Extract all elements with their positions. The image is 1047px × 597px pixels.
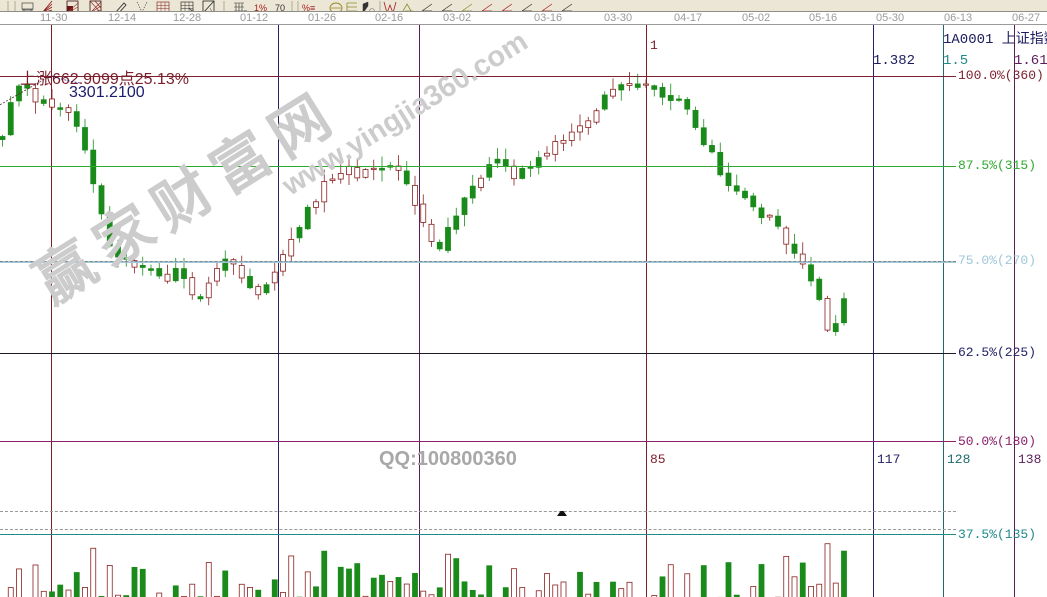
svg-text:%≡: %≡ [302, 3, 315, 12]
svg-text:1%: 1% [254, 3, 267, 12]
svg-text:70: 70 [275, 3, 285, 12]
